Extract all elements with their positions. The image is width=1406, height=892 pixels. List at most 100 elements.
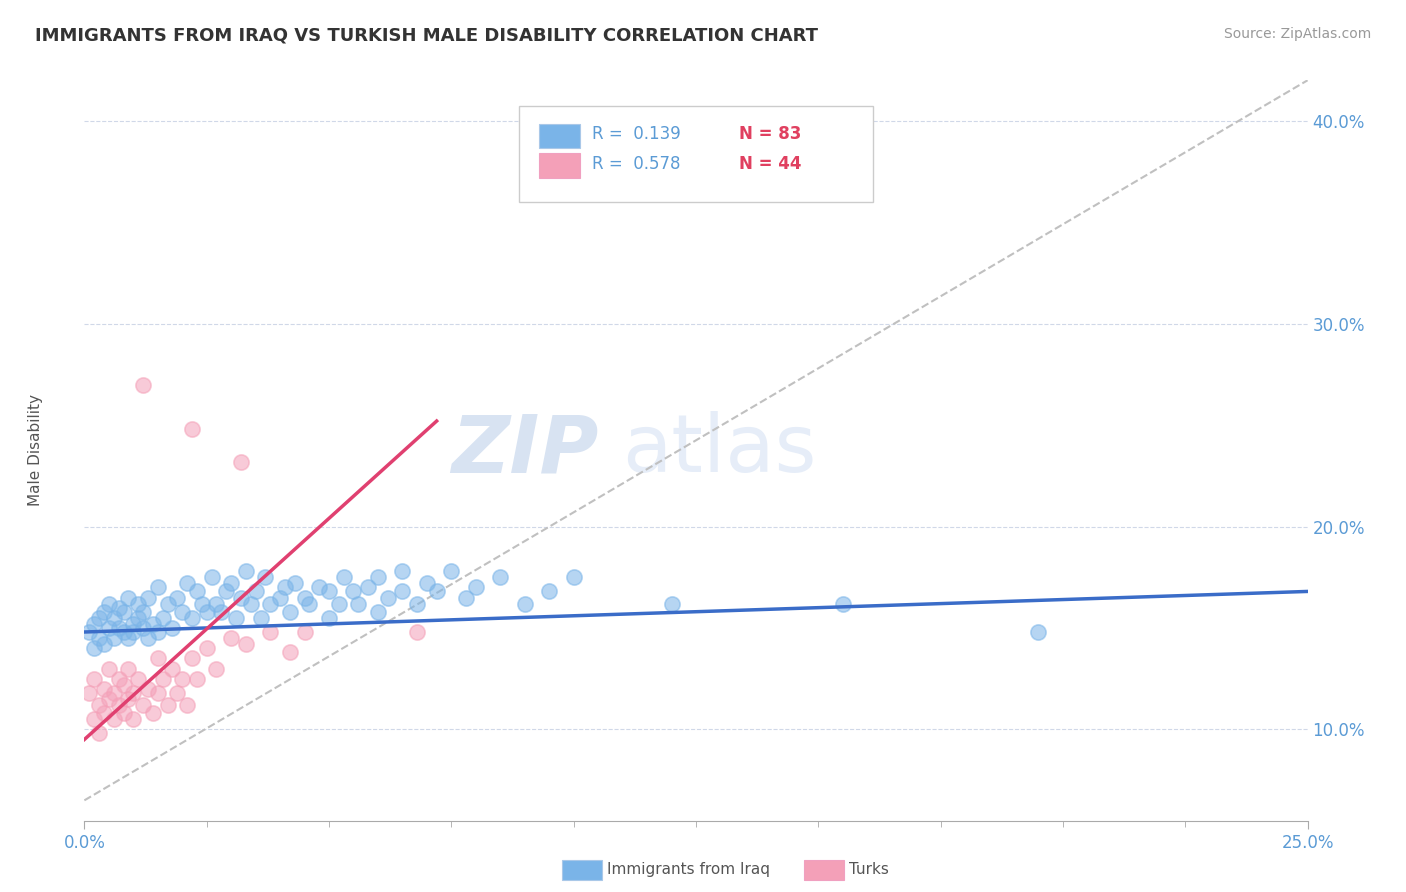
Point <box>93 681 115 696</box>
FancyBboxPatch shape <box>540 124 579 148</box>
Point <box>87 611 110 625</box>
Point <box>245 584 267 599</box>
Point <box>172 672 194 686</box>
Point <box>87 698 110 712</box>
Point <box>103 686 125 700</box>
Point <box>103 631 125 645</box>
Point <box>152 611 174 625</box>
Point <box>377 591 399 605</box>
Point <box>87 631 110 645</box>
Point <box>426 584 449 599</box>
Point <box>181 422 204 436</box>
Point <box>229 455 252 469</box>
Point <box>294 591 316 605</box>
Point <box>209 605 232 619</box>
Point <box>195 605 218 619</box>
Text: Source: ZipAtlas.com: Source: ZipAtlas.com <box>1223 27 1371 41</box>
Point <box>181 651 204 665</box>
Point <box>191 597 214 611</box>
Point <box>132 605 155 619</box>
Text: Male Disability: Male Disability <box>28 394 44 507</box>
Point <box>122 616 145 631</box>
Point <box>259 625 281 640</box>
Point <box>132 698 155 712</box>
Point <box>127 597 149 611</box>
Point <box>112 678 135 692</box>
Point <box>107 672 129 686</box>
Point <box>152 672 174 686</box>
Text: ZIP: ZIP <box>451 411 598 490</box>
Point <box>112 706 135 720</box>
Point <box>661 597 683 611</box>
Point <box>489 570 512 584</box>
Point <box>284 576 307 591</box>
Point <box>249 611 271 625</box>
Point <box>298 597 321 611</box>
Point <box>107 698 129 712</box>
Point <box>166 591 188 605</box>
Text: R =  0.139: R = 0.139 <box>592 126 681 144</box>
Point <box>367 570 389 584</box>
Text: Immigrants from Iraq: Immigrants from Iraq <box>607 863 770 877</box>
Point <box>156 597 179 611</box>
Point <box>103 611 125 625</box>
Point <box>136 591 159 605</box>
Point <box>77 686 100 700</box>
Point <box>1028 625 1050 640</box>
Point <box>186 584 208 599</box>
Point <box>391 584 413 599</box>
Point <box>181 611 204 625</box>
FancyBboxPatch shape <box>540 153 579 178</box>
Point <box>117 661 139 675</box>
Point <box>132 377 155 392</box>
Point <box>318 584 340 599</box>
Point <box>239 597 262 611</box>
Point <box>146 651 169 665</box>
Point <box>235 637 257 651</box>
Point <box>391 564 413 578</box>
Point <box>513 597 536 611</box>
Point <box>142 616 165 631</box>
Point <box>93 706 115 720</box>
Point <box>107 600 129 615</box>
Text: atlas: atlas <box>623 411 817 490</box>
FancyBboxPatch shape <box>519 106 873 202</box>
Point <box>112 605 135 619</box>
Text: R =  0.578: R = 0.578 <box>592 155 681 173</box>
Point <box>97 597 120 611</box>
Point <box>416 576 439 591</box>
Point <box>136 681 159 696</box>
Point <box>219 631 242 645</box>
Point <box>93 605 115 619</box>
Point <box>347 597 370 611</box>
Point <box>225 611 247 625</box>
Text: IMMIGRANTS FROM IRAQ VS TURKISH MALE DISABILITY CORRELATION CHART: IMMIGRANTS FROM IRAQ VS TURKISH MALE DIS… <box>35 27 818 45</box>
Point <box>259 597 281 611</box>
Point <box>83 672 105 686</box>
Point <box>278 645 301 659</box>
Point <box>127 611 149 625</box>
Point <box>454 591 477 605</box>
Point <box>142 706 165 720</box>
Point <box>440 564 463 578</box>
Point <box>308 580 330 594</box>
Point <box>93 637 115 651</box>
Point <box>83 616 105 631</box>
Point <box>117 591 139 605</box>
Point <box>117 631 139 645</box>
Text: N = 44: N = 44 <box>738 155 801 173</box>
Point <box>103 712 125 726</box>
Point <box>112 625 135 640</box>
Point <box>162 621 184 635</box>
Point <box>176 576 198 591</box>
Point <box>195 641 218 656</box>
Point <box>122 712 145 726</box>
Point <box>146 625 169 640</box>
Point <box>77 625 100 640</box>
Point <box>97 621 120 635</box>
Point <box>205 597 228 611</box>
Point <box>274 580 297 594</box>
Point <box>342 584 364 599</box>
Point <box>200 570 222 584</box>
Point <box>332 570 354 584</box>
